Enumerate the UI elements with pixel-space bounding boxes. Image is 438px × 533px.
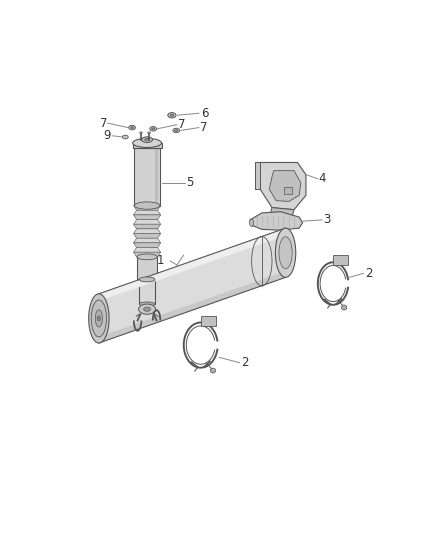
- Polygon shape: [134, 210, 161, 215]
- Ellipse shape: [141, 137, 152, 142]
- Ellipse shape: [139, 277, 155, 282]
- Ellipse shape: [250, 219, 254, 227]
- Ellipse shape: [175, 130, 178, 132]
- Ellipse shape: [140, 132, 142, 134]
- Ellipse shape: [134, 202, 160, 209]
- Polygon shape: [134, 247, 161, 252]
- Ellipse shape: [91, 300, 106, 337]
- Polygon shape: [134, 148, 160, 206]
- Ellipse shape: [131, 126, 134, 128]
- Polygon shape: [270, 207, 294, 216]
- Polygon shape: [201, 316, 216, 326]
- Text: 3: 3: [323, 213, 330, 227]
- Ellipse shape: [144, 307, 151, 311]
- Ellipse shape: [129, 125, 135, 130]
- Text: 1: 1: [156, 254, 164, 268]
- Polygon shape: [99, 271, 286, 343]
- Ellipse shape: [170, 114, 174, 117]
- Ellipse shape: [97, 316, 101, 321]
- Ellipse shape: [123, 135, 128, 139]
- Text: 7: 7: [99, 117, 107, 130]
- Polygon shape: [284, 187, 292, 194]
- Polygon shape: [133, 143, 162, 148]
- Text: 9: 9: [103, 130, 110, 142]
- Ellipse shape: [279, 237, 292, 269]
- Text: 7: 7: [200, 121, 208, 134]
- Polygon shape: [260, 163, 306, 209]
- Ellipse shape: [133, 139, 162, 148]
- Polygon shape: [250, 212, 303, 230]
- Ellipse shape: [145, 139, 149, 141]
- Polygon shape: [255, 163, 260, 189]
- Polygon shape: [134, 233, 161, 238]
- Polygon shape: [137, 257, 157, 279]
- Text: 4: 4: [319, 172, 326, 185]
- Text: 6: 6: [201, 107, 208, 120]
- Ellipse shape: [148, 132, 151, 134]
- Polygon shape: [134, 243, 161, 247]
- Polygon shape: [134, 206, 161, 210]
- Text: 2: 2: [241, 356, 248, 369]
- Ellipse shape: [341, 305, 347, 310]
- Ellipse shape: [137, 254, 157, 260]
- Ellipse shape: [168, 112, 176, 118]
- Polygon shape: [139, 279, 155, 304]
- Ellipse shape: [173, 128, 180, 133]
- Ellipse shape: [138, 304, 155, 314]
- Polygon shape: [134, 224, 161, 229]
- Ellipse shape: [152, 128, 155, 130]
- Polygon shape: [99, 228, 286, 301]
- Ellipse shape: [95, 310, 102, 327]
- Text: 2: 2: [365, 267, 372, 280]
- Polygon shape: [134, 220, 161, 224]
- Ellipse shape: [139, 302, 155, 306]
- Text: 7: 7: [178, 118, 185, 131]
- Polygon shape: [134, 229, 161, 233]
- Polygon shape: [134, 215, 161, 220]
- Polygon shape: [269, 171, 301, 201]
- Ellipse shape: [150, 126, 156, 131]
- Polygon shape: [134, 252, 161, 257]
- Polygon shape: [333, 255, 348, 265]
- Polygon shape: [134, 238, 161, 243]
- Ellipse shape: [88, 294, 109, 343]
- Ellipse shape: [276, 228, 296, 277]
- Polygon shape: [99, 228, 286, 343]
- Ellipse shape: [210, 368, 215, 373]
- Text: 5: 5: [187, 176, 194, 189]
